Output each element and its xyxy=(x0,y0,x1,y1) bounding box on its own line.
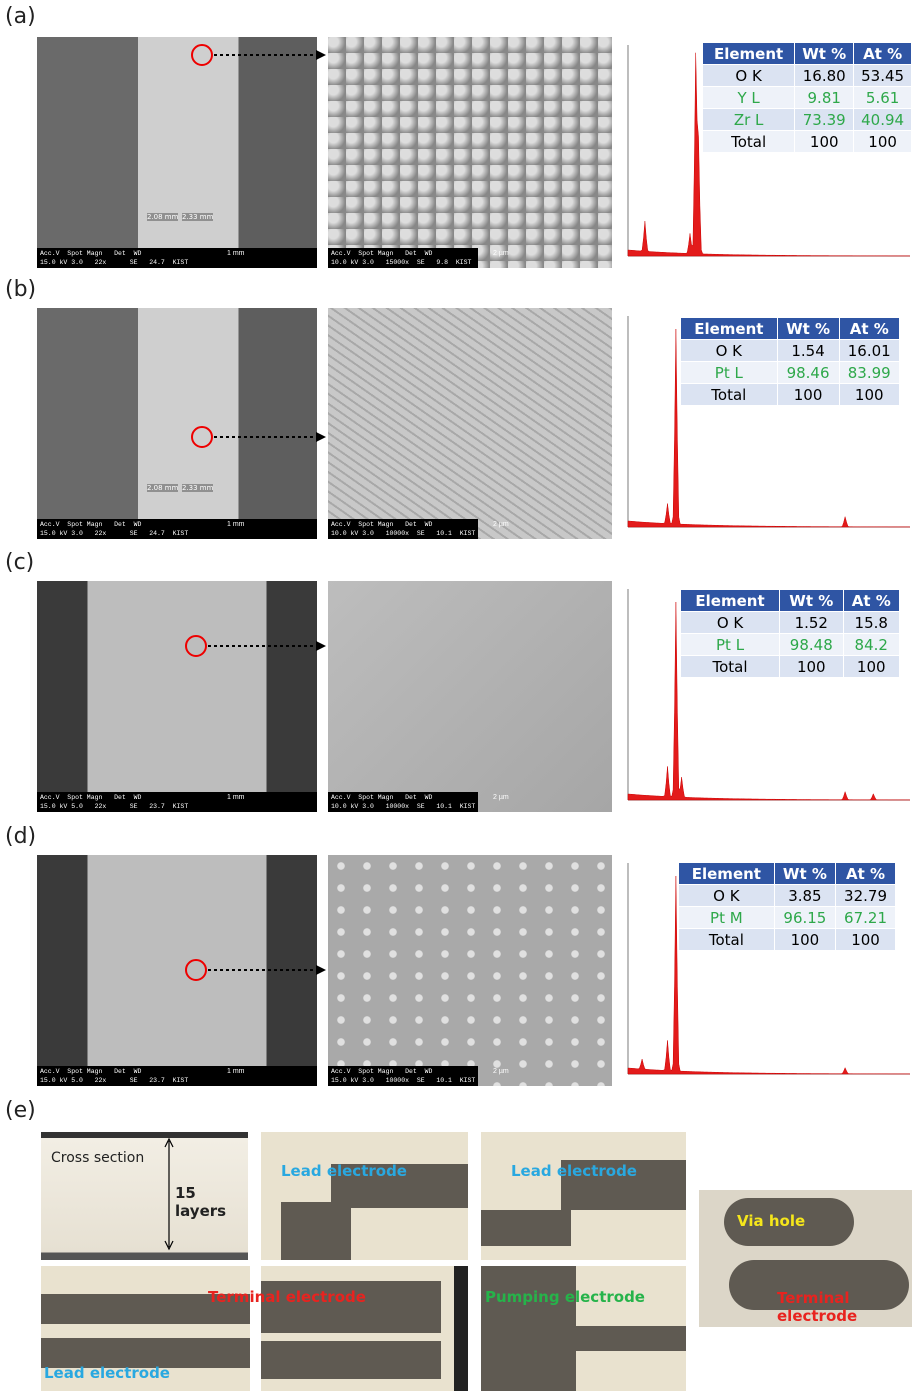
info-line: Acc.V Spot Magn Det WD xyxy=(331,249,475,258)
dimension-label: 2.33 mm xyxy=(182,484,213,492)
decoration xyxy=(316,50,326,60)
overlay xyxy=(620,37,912,268)
electrode xyxy=(261,1341,441,1379)
page: (a)Acc.V Spot Magn Det WD15.0 kV 3.0 22x… xyxy=(0,0,918,1391)
info-line: Acc.V Spot Magn Det WD xyxy=(40,249,314,258)
overlay xyxy=(620,308,912,539)
decoration xyxy=(316,432,326,442)
scale-label: 2 µm xyxy=(493,521,509,528)
photo: Lead electrode xyxy=(41,1266,250,1391)
scale-label: 1 mm xyxy=(227,794,245,801)
photo: Lead electrode xyxy=(261,1132,468,1260)
panel-label: (b) xyxy=(5,277,36,302)
sem-image-low-mag: Acc.V Spot Magn Det WD15.0 kV 3.0 22x SE… xyxy=(37,308,317,539)
decoration xyxy=(628,329,910,527)
via-hole-label: Via hole xyxy=(737,1212,805,1230)
electrode xyxy=(281,1202,351,1260)
photo: Pumping electrode xyxy=(481,1266,686,1391)
info-line: Acc.V Spot Magn Det WD xyxy=(40,1067,314,1076)
overlay xyxy=(159,1137,179,1255)
info-line: Acc.V Spot Magn Det WD xyxy=(331,1067,475,1076)
terminal-electrode-label: Terminal electrode xyxy=(208,1288,366,1306)
pumping-electrode-label: Pumping electrode xyxy=(485,1288,645,1306)
terminal-electrode-label: Terminal electrode xyxy=(777,1289,918,1325)
info-line: Acc.V Spot Magn Det WD xyxy=(40,793,314,802)
info-line: 10.0 kV 3.0 15000x SE 9.8 KIST xyxy=(331,258,475,267)
electrode xyxy=(481,1266,576,1391)
scale-label: 2 µm xyxy=(493,1068,509,1075)
sem-image-high-mag: Acc.V Spot Magn Det WD10.0 kV 3.0 10000x… xyxy=(328,581,612,812)
photo: Cross section 15 layers xyxy=(41,1132,248,1260)
decoration xyxy=(316,641,326,651)
info-line: 15.0 kV 3.0 22x SE 24.7 KIST xyxy=(40,529,314,538)
cross-section-label: Cross section xyxy=(51,1150,144,1166)
info-line: 15.0 kV 5.0 22x SE 23.7 KIST xyxy=(40,1076,314,1085)
scale-label: 2 µm xyxy=(493,794,509,801)
info-line: 15.0 kV 5.0 22x SE 23.7 KIST xyxy=(40,802,314,811)
scale-label: 1 mm xyxy=(227,521,245,528)
info-line: 15.0 kV 3.0 22x SE 24.7 KIST xyxy=(40,258,314,267)
info-line: 15.0 kV 3.0 10000x SE 10.1 KIST xyxy=(331,1076,475,1085)
dimension-label: 2.08 mm xyxy=(147,213,178,221)
info-bar: Acc.V Spot Magn Det WD15.0 kV 3.0 22x SE… xyxy=(37,519,317,539)
electrode xyxy=(571,1326,686,1351)
dimension-label: 2.33 mm xyxy=(182,213,213,221)
decoration xyxy=(628,53,910,256)
overlay xyxy=(620,855,912,1086)
info-line: 10.0 kV 3.0 10000x SE 10.1 KIST xyxy=(331,802,475,811)
info-line: 10.0 kV 3.0 10000x SE 10.1 KIST xyxy=(331,529,475,538)
info-line: Acc.V Spot Magn Det WD xyxy=(331,520,475,529)
lead-electrode-label: Lead electrode xyxy=(511,1162,637,1180)
scale-label: 1 mm xyxy=(227,250,245,257)
photo xyxy=(261,1266,468,1391)
lead-electrode-label: Lead electrode xyxy=(44,1364,170,1382)
scale-label: 2 µm xyxy=(493,250,509,257)
panel-label: (a) xyxy=(5,4,36,29)
layer-count-label: 15 layers xyxy=(175,1184,248,1220)
sem-image-high-mag: Acc.V Spot Magn Det WD15.0 kV 3.0 10000x… xyxy=(328,855,612,1086)
info-line: Acc.V Spot Magn Det WD xyxy=(40,520,314,529)
panel-label: (d) xyxy=(5,824,36,849)
photo: Lead electrode xyxy=(481,1132,686,1260)
panel-label: (e) xyxy=(5,1098,36,1123)
electrode xyxy=(481,1210,571,1246)
decoration xyxy=(316,965,326,975)
panel-label: (c) xyxy=(5,550,34,575)
decoration xyxy=(628,876,910,1074)
decoration xyxy=(628,602,910,800)
info-bar: Acc.V Spot Magn Det WD10.0 kV 3.0 15000x… xyxy=(328,248,478,268)
scale-label: 1 mm xyxy=(227,1068,245,1075)
info-bar: Acc.V Spot Magn Det WD15.0 kV 5.0 22x SE… xyxy=(37,792,317,812)
lead-electrode-label: Lead electrode xyxy=(281,1162,407,1180)
overlay xyxy=(620,581,912,812)
dimension-label: 2.08 mm xyxy=(147,484,178,492)
info-line: Acc.V Spot Magn Det WD xyxy=(331,793,475,802)
